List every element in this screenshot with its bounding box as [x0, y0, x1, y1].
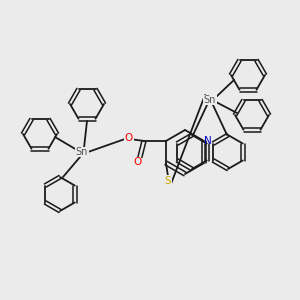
Text: N: N [204, 136, 212, 146]
Text: O: O [125, 133, 133, 143]
Text: Sn: Sn [76, 147, 88, 157]
Text: S: S [165, 176, 171, 186]
Text: O: O [134, 157, 142, 167]
Text: Sn: Sn [204, 95, 216, 105]
